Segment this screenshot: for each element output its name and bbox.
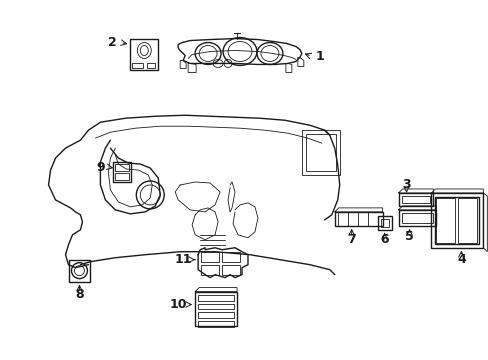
Text: 7: 7 bbox=[346, 233, 355, 246]
Bar bbox=[398, 193, 432, 206]
Text: 6: 6 bbox=[380, 233, 388, 246]
Bar bbox=[198, 294, 234, 301]
Bar bbox=[457, 198, 476, 243]
Bar bbox=[377, 216, 391, 230]
Text: 5: 5 bbox=[405, 230, 413, 243]
Bar bbox=[222, 265, 240, 275]
Bar bbox=[115, 173, 129, 180]
Text: 9: 9 bbox=[96, 161, 104, 174]
Text: 1: 1 bbox=[315, 50, 324, 63]
Bar bbox=[201, 265, 219, 275]
Bar bbox=[147, 63, 155, 68]
Bar bbox=[130, 39, 158, 71]
Bar bbox=[436, 198, 454, 243]
Bar bbox=[401, 196, 429, 203]
Bar bbox=[198, 321, 234, 328]
Text: 2: 2 bbox=[108, 36, 117, 49]
Bar bbox=[301, 130, 339, 175]
Text: 3: 3 bbox=[402, 179, 410, 192]
Bar bbox=[222, 252, 240, 262]
Bar bbox=[113, 162, 131, 182]
Bar bbox=[435, 197, 478, 244]
Bar bbox=[305, 134, 335, 171]
Text: 4: 4 bbox=[456, 253, 465, 266]
Bar bbox=[401, 213, 432, 223]
Bar bbox=[201, 252, 219, 262]
Bar bbox=[68, 260, 90, 282]
Bar bbox=[115, 164, 129, 171]
Text: 11: 11 bbox=[174, 253, 191, 266]
Bar bbox=[132, 63, 143, 68]
Bar bbox=[430, 193, 482, 248]
Text: 10: 10 bbox=[169, 298, 186, 311]
Bar bbox=[398, 210, 436, 226]
Bar bbox=[198, 312, 234, 319]
Text: 8: 8 bbox=[75, 288, 83, 301]
Bar bbox=[334, 212, 382, 226]
Bar bbox=[195, 292, 237, 327]
Bar bbox=[198, 303, 234, 310]
Bar bbox=[380, 219, 388, 227]
